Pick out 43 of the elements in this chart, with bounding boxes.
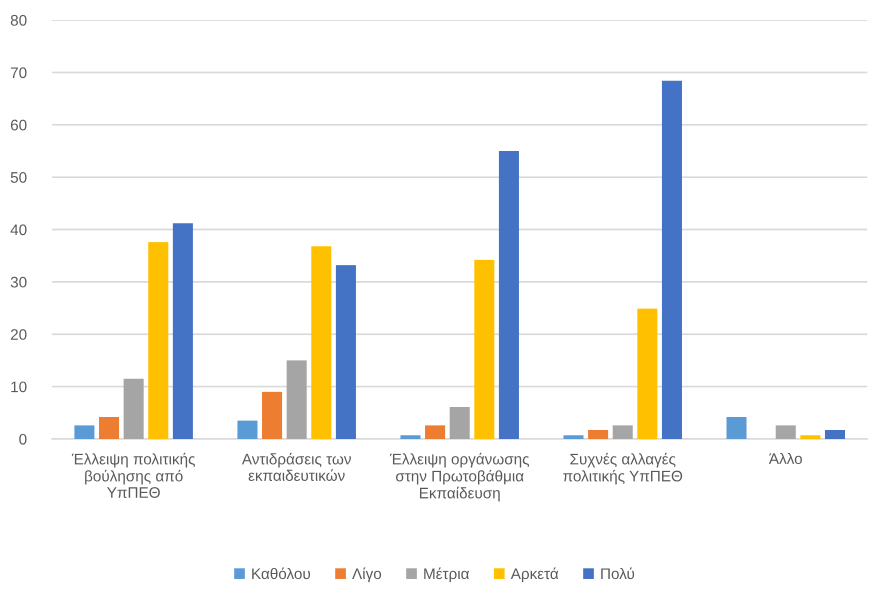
bar: [450, 407, 470, 439]
legend-label: Αρκετά: [510, 567, 558, 582]
legend-label: Μέτρια: [424, 567, 470, 582]
bar: [99, 416, 120, 439]
bar: [311, 246, 332, 439]
y-tick-label: 40: [10, 224, 27, 236]
bar: [148, 242, 168, 439]
y-tick-label: 70: [10, 67, 27, 78]
y-tick-label: 20: [10, 329, 27, 340]
bar: [800, 435, 820, 439]
bar: [286, 360, 307, 439]
x-tick-label: Έλλειψη οργάνωσης στην Πρωτοβάθμια Εκπαίδευση: [390, 452, 530, 502]
y-tick-label: 50: [10, 172, 27, 183]
bar: [588, 430, 608, 439]
bar: [726, 416, 747, 439]
bar: [124, 378, 144, 439]
bar: [262, 392, 282, 439]
bar: [637, 308, 658, 439]
bar: [498, 150, 519, 439]
y-tick-label: 0: [19, 434, 27, 445]
legend-label: Λίγο: [352, 567, 382, 582]
legend-label: Καθόλου: [252, 567, 310, 580]
bar: [662, 80, 682, 439]
legend-label: Πολύ: [601, 567, 634, 580]
bar: [474, 260, 494, 439]
x-tick-label: Άλλο: [768, 452, 802, 464]
bar: [400, 435, 420, 439]
bar: [74, 425, 94, 439]
bar: [824, 430, 846, 439]
bar: [612, 425, 633, 439]
x-tick-label: Έλλειψη πολιτικής βούλησης από ΥπΠΕΘ: [72, 452, 195, 498]
y-tick-label: 60: [10, 120, 27, 130]
x-tick-label: Συχνές αλλαγές πολιτικής ΥπΠΕΘ: [563, 452, 682, 484]
bar: [336, 265, 356, 439]
bar: [425, 425, 446, 439]
bar: [172, 223, 193, 439]
bar: [776, 425, 796, 439]
x-tick-label: Αντιδράσεις των εκπαιδευτικών: [242, 452, 351, 481]
y-tick-label: 80: [10, 14, 27, 26]
bar: [237, 420, 258, 439]
y-tick-label: 10: [11, 381, 27, 392]
bar: [563, 435, 584, 439]
y-tick-label: 30: [10, 276, 27, 288]
